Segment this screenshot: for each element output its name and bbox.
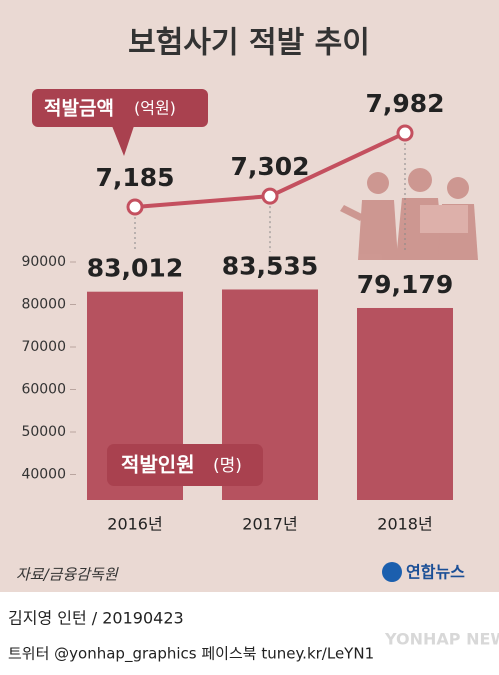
byline: 김지영 인턴 / 20190423 — [8, 609, 184, 628]
y-tick-label: 60000 — [21, 382, 66, 398]
legend-box — [32, 89, 208, 127]
legend-label: 적발금액 — [44, 98, 114, 120]
social: 트위터 @yonhap_graphics 페이스북 tuney.kr/LeYN1 — [8, 645, 374, 664]
y-tick-label: 70000 — [21, 339, 66, 355]
value-label: 7,302 — [230, 152, 309, 181]
silhouette — [340, 168, 478, 260]
source: 자료/금융감독원 — [16, 566, 119, 584]
x-tick-label: 2017년 — [242, 515, 297, 534]
legend-unit: (명) — [213, 456, 242, 476]
value-label: 83,535 — [222, 251, 318, 280]
y-tick-label: 40000 — [21, 467, 66, 483]
bar — [357, 307, 453, 500]
value-label: 79,179 — [357, 270, 453, 299]
legend-unit: (억원) — [134, 99, 176, 118]
x-tick-label: 2018년 — [377, 515, 432, 534]
x-tick-label: 2016년 — [107, 515, 162, 534]
marker — [126, 198, 144, 216]
y-tick-label: 50000 — [21, 424, 66, 440]
value-label: 7,185 — [95, 163, 174, 192]
watermark: YONHAP NEWS — [384, 630, 499, 649]
value-label: 83,012 — [87, 254, 183, 283]
logo: 연합뉴스 — [406, 563, 465, 582]
legend-pointer — [112, 126, 134, 156]
y-tick-label: 80000 — [21, 297, 66, 313]
chart-title: 보험사기 적발 추이 — [128, 26, 370, 61]
marker — [261, 187, 279, 205]
y-tick-label: 90000 — [21, 254, 66, 270]
value-label: 7,982 — [365, 89, 444, 118]
logo-icon — [382, 562, 402, 582]
marker — [396, 124, 414, 142]
legend-label: 적발인원 — [121, 453, 195, 477]
legend-box — [107, 444, 263, 486]
